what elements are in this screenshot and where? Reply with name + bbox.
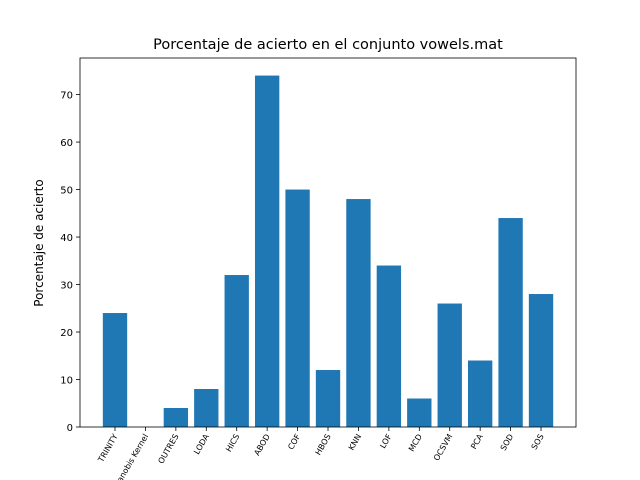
- x-tick-label: PCA: [469, 432, 485, 451]
- x-tick-label: KNN: [347, 432, 363, 451]
- bar: [163, 408, 189, 427]
- y-tick-label: 30: [60, 281, 73, 292]
- x-tick-label: HICS: [224, 433, 241, 454]
- bar: [254, 75, 280, 428]
- x-tick-label: TRINITY: [96, 432, 120, 464]
- x-tick-label: OCSVM: [432, 432, 455, 462]
- y-tick-label: 70: [60, 91, 73, 102]
- bar: [528, 294, 554, 427]
- x-tick-label: HBOS: [314, 433, 333, 457]
- chart-title: Porcentaje de acierto en el conjunto vow…: [153, 37, 503, 53]
- x-tick-label: COF: [286, 432, 302, 451]
- y-tick-label: 10: [60, 376, 73, 387]
- y-tick-label: 20: [60, 328, 73, 339]
- x-tick-label: ABOD: [252, 433, 271, 458]
- y-tick-label: 60: [60, 138, 73, 149]
- bar: [102, 313, 128, 427]
- bar: [407, 398, 432, 427]
- bar: [346, 199, 371, 427]
- y-axis-label: Porcentaje de acierto: [32, 179, 46, 306]
- y-tick-label: 50: [60, 186, 73, 197]
- bar: [224, 275, 249, 427]
- bar: [437, 303, 462, 427]
- bar: [467, 360, 493, 427]
- y-tick-label: 40: [60, 233, 73, 244]
- bar: [498, 218, 523, 427]
- x-tick-label: MCD: [407, 433, 424, 454]
- y-tick-label: 0: [67, 423, 73, 434]
- x-tick-label: OUTRES: [156, 433, 180, 466]
- bar: [194, 389, 219, 427]
- plot-frame: [79, 57, 577, 428]
- bar: [285, 189, 310, 427]
- bar: [315, 370, 341, 427]
- x-tick-label: LOF: [378, 432, 394, 450]
- x-tick-label: SOD: [499, 433, 516, 453]
- x-tick-label: LODA: [192, 432, 211, 456]
- bar: [376, 265, 402, 427]
- x-tick-label: SOS: [530, 433, 546, 452]
